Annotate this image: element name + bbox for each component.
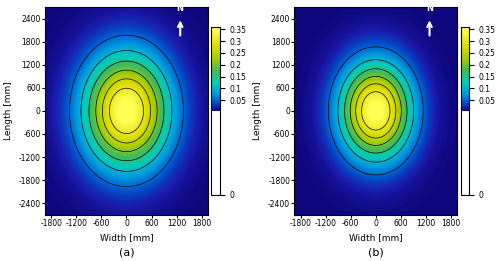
X-axis label: Width [mm]: Width [mm] [349,233,403,242]
X-axis label: Width [mm]: Width [mm] [100,233,154,242]
Text: (a): (a) [118,248,134,258]
Y-axis label: Length [mm]: Length [mm] [4,81,13,140]
Text: N: N [176,4,184,13]
Text: (b): (b) [368,248,384,258]
Y-axis label: Length [mm]: Length [mm] [254,81,262,140]
Text: N: N [426,4,433,13]
